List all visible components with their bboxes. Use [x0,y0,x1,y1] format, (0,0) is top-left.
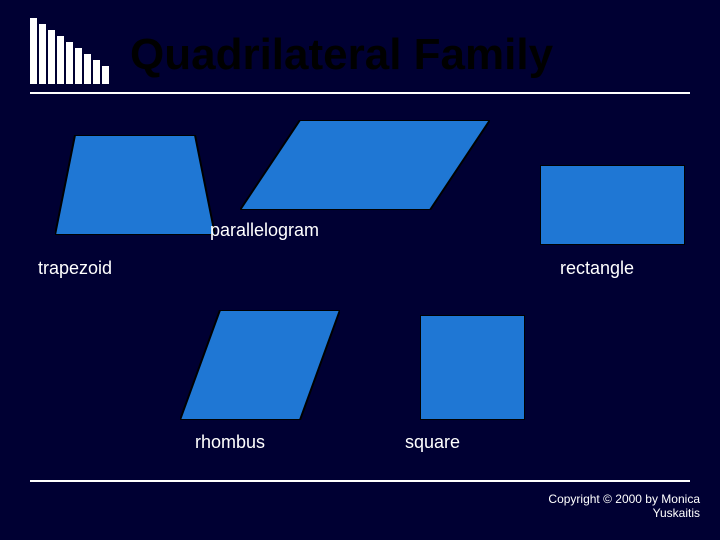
square-shape [420,315,525,420]
copyright-line1: Copyright © 2000 by Monica [500,492,700,506]
copyright: Copyright © 2000 by Monica Yuskaitis [500,492,700,520]
bottom-rule [30,480,690,482]
rectangle-shape [540,165,685,245]
rectangle-label: rectangle [560,258,634,279]
copyright-line2: Yuskaitis [500,506,700,520]
parallelogram-shape [240,120,490,210]
trapezoid-shape [55,135,215,235]
title-underline [30,92,690,94]
decor-bars [30,18,111,84]
trapezoid-label: trapezoid [38,258,112,279]
square-label: square [405,432,460,453]
rhombus-shape [180,310,340,420]
slide: Quadrilateral Family trapezoid parallelo… [0,0,720,540]
page-title: Quadrilateral Family [130,30,553,80]
parallelogram-label: parallelogram [210,220,319,241]
rhombus-label: rhombus [195,432,265,453]
